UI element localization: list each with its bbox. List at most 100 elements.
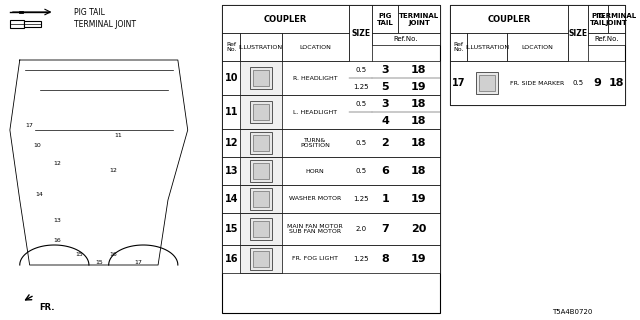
Bar: [240, 245, 282, 273]
Text: 18: 18: [411, 65, 427, 75]
Bar: [222, 61, 440, 95]
Bar: [253, 251, 269, 267]
Bar: [253, 191, 269, 207]
Text: LOCATION: LOCATION: [300, 44, 331, 50]
Bar: [253, 70, 269, 86]
Text: 2: 2: [381, 138, 389, 148]
Bar: [250, 67, 272, 89]
Text: ILLUSTRATION: ILLUSTRATION: [239, 44, 283, 50]
Text: Ref
No.: Ref No.: [226, 42, 236, 52]
Text: 0.5: 0.5: [355, 100, 366, 107]
Text: FR. SIDE MARKER: FR. SIDE MARKER: [510, 81, 564, 85]
Text: 0.5: 0.5: [572, 80, 584, 86]
Text: Ref
No.: Ref No.: [453, 42, 464, 52]
Text: 9: 9: [594, 78, 602, 88]
Text: 19: 19: [411, 254, 427, 264]
Bar: [250, 132, 272, 154]
Bar: [250, 188, 272, 210]
Text: SIZE: SIZE: [351, 28, 370, 37]
Bar: [222, 33, 240, 61]
Text: 12: 12: [225, 138, 238, 148]
Text: WASHER MOTOR: WASHER MOTOR: [289, 196, 341, 202]
Text: 16: 16: [53, 237, 61, 243]
Text: T5A4B0720: T5A4B0720: [552, 309, 593, 315]
Bar: [588, 33, 625, 45]
Bar: [250, 218, 272, 240]
Text: 16: 16: [225, 254, 238, 264]
Bar: [222, 245, 440, 273]
Bar: [222, 185, 440, 213]
Text: PIG
TAIL: PIG TAIL: [377, 12, 394, 26]
Bar: [253, 221, 269, 237]
Text: 20: 20: [412, 224, 427, 234]
Bar: [240, 61, 282, 95]
Bar: [588, 5, 607, 33]
Text: 3: 3: [381, 65, 389, 75]
Text: 15: 15: [75, 252, 83, 258]
Bar: [222, 95, 440, 129]
Bar: [240, 129, 282, 157]
Text: HORN: HORN: [306, 169, 324, 173]
Bar: [449, 5, 568, 33]
Bar: [240, 185, 282, 213]
Bar: [282, 33, 349, 61]
Text: 6: 6: [381, 166, 389, 176]
Bar: [449, 5, 625, 105]
Text: 18: 18: [411, 166, 427, 176]
Text: 19: 19: [411, 194, 427, 204]
Bar: [476, 72, 498, 94]
Bar: [240, 95, 282, 129]
Bar: [253, 163, 269, 179]
Text: 11: 11: [115, 132, 122, 138]
Text: 15: 15: [225, 224, 238, 234]
Text: TURN&
POSITION: TURN& POSITION: [300, 138, 330, 148]
Bar: [24, 21, 42, 27]
Bar: [449, 33, 467, 61]
Bar: [250, 160, 272, 182]
Bar: [222, 5, 440, 313]
Text: 4: 4: [381, 116, 389, 125]
Bar: [568, 5, 588, 73]
Text: MAIN FAN MOTOR
SUB FAN MOTOR: MAIN FAN MOTOR SUB FAN MOTOR: [287, 224, 343, 234]
Text: COUPLER: COUPLER: [264, 14, 307, 23]
Text: 17: 17: [452, 78, 465, 88]
Text: 7: 7: [381, 224, 389, 234]
Text: 17: 17: [134, 260, 142, 266]
Bar: [222, 5, 349, 33]
Text: 19: 19: [411, 82, 427, 92]
Text: 18: 18: [411, 116, 427, 125]
Bar: [479, 75, 495, 91]
Bar: [349, 5, 372, 73]
Bar: [607, 5, 625, 33]
Text: FR.: FR.: [40, 303, 55, 313]
Bar: [240, 157, 282, 185]
Bar: [253, 104, 269, 120]
Text: 2.0: 2.0: [355, 226, 366, 232]
Text: 0.5: 0.5: [355, 140, 366, 146]
Text: 12: 12: [53, 161, 61, 165]
Text: 18: 18: [411, 99, 427, 108]
Bar: [467, 33, 507, 61]
Text: 0.5: 0.5: [355, 67, 366, 73]
Text: LOCATION: LOCATION: [522, 44, 554, 50]
Text: PIG TAIL: PIG TAIL: [74, 7, 105, 17]
Text: R. HEADLIGHT: R. HEADLIGHT: [293, 76, 337, 81]
Text: 15: 15: [95, 260, 102, 266]
Text: 13: 13: [53, 218, 61, 222]
Bar: [372, 5, 398, 33]
Bar: [240, 33, 282, 61]
Bar: [250, 101, 272, 123]
Bar: [253, 135, 269, 151]
Text: 17: 17: [26, 123, 33, 127]
Bar: [372, 33, 440, 45]
Text: 10: 10: [225, 73, 238, 83]
Text: PIG
TAIL: PIG TAIL: [589, 12, 606, 26]
Text: 10: 10: [34, 142, 42, 148]
Text: TERMINAL
JOINT: TERMINAL JOINT: [399, 12, 439, 26]
Text: 11: 11: [225, 107, 238, 117]
Text: 5: 5: [381, 82, 389, 92]
Text: TERMINAL JOINT: TERMINAL JOINT: [74, 20, 136, 28]
Text: COUPLER: COUPLER: [487, 14, 531, 23]
Text: 16: 16: [109, 252, 118, 258]
Text: 1: 1: [381, 194, 389, 204]
